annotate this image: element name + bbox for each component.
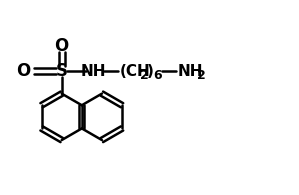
Text: 6: 6 [153,69,162,82]
Text: 2: 2 [140,69,149,82]
Text: (CH: (CH [120,64,151,79]
Text: NH: NH [80,64,106,79]
Text: NH: NH [178,64,204,79]
Text: S: S [56,62,68,80]
Text: ): ) [147,64,154,79]
Text: 2: 2 [196,69,205,82]
Text: O: O [55,37,69,55]
Text: O: O [16,62,31,80]
